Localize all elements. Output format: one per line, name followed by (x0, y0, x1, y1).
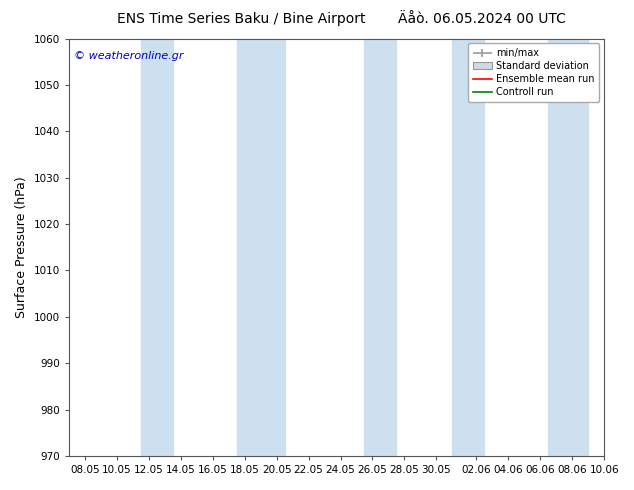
Bar (141, 39, 172, 456)
Legend: min/max, Standard deviation, Ensemble mean run, Controll run: min/max, Standard deviation, Ensemble me… (468, 44, 599, 102)
Text: ENS Time Series Baku / Bine Airport: ENS Time Series Baku / Bine Airport (117, 12, 365, 26)
Bar (236, 39, 285, 456)
Y-axis label: Surface Pressure (hPa): Surface Pressure (hPa) (15, 176, 28, 318)
Bar (453, 39, 484, 456)
Text: © weatheronline.gr: © weatheronline.gr (74, 51, 184, 61)
Bar (365, 39, 396, 456)
Bar (548, 39, 588, 456)
Text: Äåò. 06.05.2024 00 UTC: Äåò. 06.05.2024 00 UTC (398, 12, 566, 26)
